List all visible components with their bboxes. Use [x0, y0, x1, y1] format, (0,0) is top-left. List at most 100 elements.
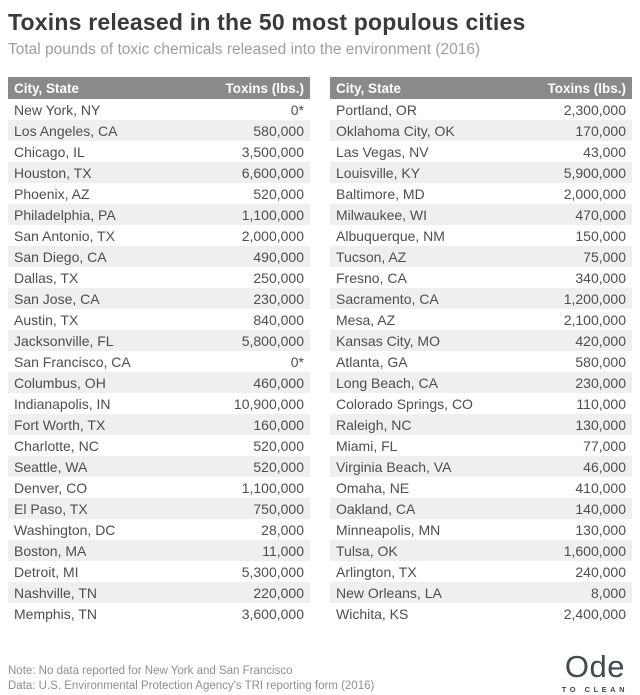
toxins-cell: 420,000 [575, 332, 626, 349]
toxins-cell: 130,000 [575, 521, 626, 538]
tables-container: City, State Toxins (lbs.) New York, NY 0*… [8, 77, 632, 624]
city-cell: Washington, DC [14, 521, 116, 538]
table-row: Kansas City, MO 420,000 [330, 330, 632, 351]
city-cell: Portland, OR [336, 101, 417, 118]
city-cell: Louisville, KY [336, 164, 421, 181]
city-cell: San Diego, CA [14, 248, 107, 265]
table-header: City, State Toxins (lbs.) [330, 77, 632, 99]
table-row: Nashville, TN 220,000 [8, 582, 310, 603]
toxins-cell: 0* [290, 353, 304, 370]
table-header: City, State Toxins (lbs.) [8, 77, 310, 99]
toxins-cell: 75,000 [583, 248, 626, 265]
table-row: Milwaukee, WI 470,000 [330, 204, 632, 225]
toxins-cell: 490,000 [253, 248, 304, 265]
toxins-cell: 46,000 [583, 458, 626, 475]
toxins-cell: 520,000 [253, 458, 304, 475]
city-cell: Philadelphia, PA [14, 206, 116, 223]
table-row: Columbus, OH 460,000 [8, 372, 310, 393]
city-cell: Seattle, WA [14, 458, 88, 475]
table-row: San Francisco, CA 0* [8, 351, 310, 372]
city-cell: Oakland, CA [336, 500, 416, 517]
table-row: Chicago, IL 3,500,000 [8, 141, 310, 162]
table-row: Austin, TX 840,000 [8, 309, 310, 330]
toxins-cell: 230,000 [575, 374, 626, 391]
city-cell: Memphis, TN [14, 605, 97, 622]
city-cell: Atlanta, GA [336, 353, 408, 370]
table-row: Tucson, AZ 75,000 [330, 246, 632, 267]
city-cell: Sacramento, CA [336, 290, 439, 307]
table-row: Miami, FL 77,000 [330, 435, 632, 456]
city-cell: Milwaukee, WI [336, 206, 428, 223]
table-row: Charlotte, NC 520,000 [8, 435, 310, 456]
table-row: Jacksonville, FL 5,800,000 [8, 330, 310, 351]
data-source: Data: U.S. Environmental Protection Agen… [8, 680, 375, 692]
city-cell: Tulsa, OK [336, 542, 398, 559]
table-row: Omaha, NE 410,000 [330, 477, 632, 498]
footer: Note: No data reported for New York and … [8, 651, 632, 694]
table-row: Long Beach, CA 230,000 [330, 372, 632, 393]
toxins-cell: 840,000 [253, 311, 304, 328]
toxins-cell: 230,000 [253, 290, 304, 307]
table-row: Houston, TX 6,600,000 [8, 162, 310, 183]
toxins-cell: 160,000 [253, 416, 304, 433]
city-cell: Detroit, MI [14, 563, 79, 580]
toxins-cell: 110,000 [576, 395, 626, 412]
table-row: Louisville, KY 5,900,000 [330, 162, 632, 183]
toxins-cell: 460,000 [253, 374, 304, 391]
table-row: Philadelphia, PA 1,100,000 [8, 204, 310, 225]
table-row: Phoenix, AZ 520,000 [8, 183, 310, 204]
ode-logo: Ode TO CLEAN [561, 651, 630, 694]
toxins-cell: 520,000 [253, 185, 304, 202]
city-cell: Dallas, TX [14, 269, 79, 286]
city-cell: Long Beach, CA [336, 374, 438, 391]
table-row: San Diego, CA 490,000 [8, 246, 310, 267]
city-cell: Las Vegas, NV [336, 143, 429, 160]
toxins-cell: 2,400,000 [563, 605, 626, 622]
city-cell: Denver, CO [14, 479, 88, 496]
toxins-cell: 580,000 [575, 353, 626, 370]
table-row: Virginia Beach, VA 46,000 [330, 456, 632, 477]
table-row: Tulsa, OK 1,600,000 [330, 540, 632, 561]
city-cell: Boston, MA [14, 542, 87, 559]
toxins-cell: 10,900,000 [233, 395, 304, 412]
toxins-cell: 43,000 [583, 143, 626, 160]
city-cell: Oklahoma City, OK [336, 122, 455, 139]
toxins-cell: 580,000 [253, 122, 304, 139]
city-cell: Albuquerque, NM [336, 227, 445, 244]
table-row: New York, NY 0* [8, 99, 310, 120]
toxins-cell: 6,600,000 [241, 164, 304, 181]
table-row: Fort Worth, TX 160,000 [8, 414, 310, 435]
city-cell: San Antonio, TX [14, 227, 115, 244]
toxins-cell: 2,000,000 [241, 227, 304, 244]
data-table-right: City, State Toxins (lbs.) Portland, OR 2,… [330, 77, 632, 624]
city-cell: Phoenix, AZ [14, 185, 90, 202]
city-cell: Raleigh, NC [336, 416, 412, 433]
toxins-cell: 11,000 [262, 542, 304, 559]
toxins-cell: 5,300,000 [241, 563, 304, 580]
table-body: Portland, OR 2,300,000 Oklahoma City, OK 17… [330, 99, 632, 624]
page-title: Toxins released in the 50 most populous … [8, 9, 526, 35]
table-row: Portland, OR 2,300,000 [330, 99, 632, 120]
city-cell: Arlington, TX [336, 563, 417, 580]
toxins-cell: 340,000 [575, 269, 626, 286]
toxins-cell: 750,000 [253, 500, 304, 517]
table-body: New York, NY 0* Los Angeles, CA 580,000 Chic… [8, 99, 310, 624]
footnote: Note: No data reported for New York and … [8, 665, 293, 677]
toxins-cell: 8,000 [590, 584, 626, 601]
table-row: Las Vegas, NV 43,000 [330, 141, 632, 162]
toxins-cell: 77,000 [583, 437, 626, 454]
table-row: Raleigh, NC 130,000 [330, 414, 632, 435]
table-row: Detroit, MI 5,300,000 [8, 561, 310, 582]
city-cell: Virginia Beach, VA [336, 458, 452, 475]
toxins-cell: 220,000 [253, 584, 304, 601]
toxins-cell: 5,900,000 [563, 164, 626, 181]
table-row: Memphis, TN 3,600,000 [8, 603, 310, 624]
city-cell: Indianapolis, IN [14, 395, 111, 412]
logo-tagline: TO CLEAN [561, 685, 628, 694]
city-cell: Miami, FL [336, 437, 398, 454]
toxins-cell: 2,300,000 [563, 101, 626, 118]
table-row: Albuquerque, NM 150,000 [330, 225, 632, 246]
toxins-cell: 1,100,000 [241, 479, 304, 496]
table-row: San Jose, CA 230,000 [8, 288, 310, 309]
city-cell: Charlotte, NC [14, 437, 99, 454]
